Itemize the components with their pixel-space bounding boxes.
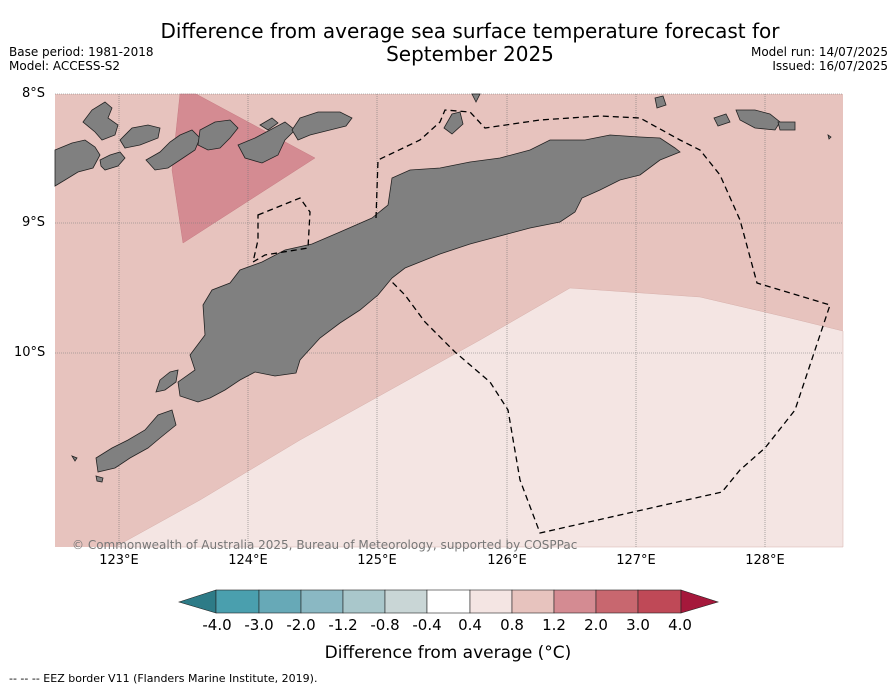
semau-island: [155, 369, 179, 393]
lon-label-123e: 123°E: [99, 553, 139, 568]
colorbar-segment-9: [553, 589, 597, 614]
land-masses: [54, 93, 832, 483]
wetar-island: [237, 121, 296, 164]
colorbar-tick: 2.0: [584, 616, 608, 634]
colorbar-segment-3: [300, 589, 344, 614]
colorbar-segment-10: [595, 589, 639, 614]
colorbar-tick: -3.0: [244, 616, 274, 634]
colorbar-tick: -2.0: [286, 616, 316, 634]
colorbar-segment-4: [342, 589, 386, 614]
colorbar-segment-11: [637, 589, 682, 614]
colorbar-tick: -0.4: [412, 616, 442, 634]
copyright-notice: © Commonwealth of Australia 2025, Bureau…: [72, 538, 578, 552]
alor-island: [197, 119, 239, 151]
kisar-island: [291, 111, 353, 141]
lon-label-125e: 125°E: [357, 553, 397, 568]
solor-island: [99, 151, 126, 171]
lon-label-126e: 126°E: [487, 553, 527, 568]
colorbar-tick: -0.8: [370, 616, 400, 634]
colorbar-tick: 3.0: [626, 616, 650, 634]
colorbar-segment-0: [177, 589, 217, 614]
rote-island: [95, 409, 177, 473]
flores-island: [54, 139, 101, 187]
base-period: Base period: 1981-2018: [9, 45, 154, 59]
colorbar-segment-12: [680, 589, 720, 614]
meta-right: Model run: 14/07/2025 Issued: 16/07/2025: [751, 45, 888, 73]
timor-island: [177, 134, 681, 403]
issued-date: Issued: 16/07/2025: [772, 59, 888, 73]
colorbar-segment-2: [258, 589, 302, 614]
model-name: Model: ACCESS-S2: [9, 59, 121, 73]
lat-label-9s: 9°S: [22, 215, 46, 230]
lembata-island: [119, 124, 161, 149]
colorbar-segment-7: [469, 589, 513, 614]
leti-island: [735, 109, 781, 131]
eez-border: [252, 109, 831, 534]
colorbar-segment-6: [426, 589, 471, 614]
colorbar-tick: -4.0: [202, 616, 232, 634]
colorbar: [177, 589, 720, 614]
lon-label-124e: 124°E: [228, 553, 268, 568]
map-title: Difference from average sea surface temp…: [160, 19, 780, 66]
colorbar-tick: 0.8: [500, 616, 524, 634]
babar-island: [654, 95, 667, 109]
meta-left: Base period: 1981-2018 Model: ACCESS-S2: [9, 45, 154, 73]
atauro-island: [259, 117, 279, 131]
colorbar-tick: 0.4: [458, 616, 482, 634]
colorbar-segment-8: [511, 589, 555, 614]
adonara-island: [82, 101, 119, 141]
eez-footer-legend: -- -- -- EEZ border V11 (Flanders Marine…: [9, 672, 318, 685]
colorbar-segment-5: [384, 589, 428, 614]
colorbar-tick: 1.2: [542, 616, 566, 634]
lon-label-127e: 127°E: [616, 553, 656, 568]
colorbar-label: Difference from average (°C): [324, 643, 572, 663]
colorbar-tick: 4.0: [668, 616, 692, 634]
lat-label-10s: 10°S: [14, 345, 46, 360]
lat-label-8s: 8°S: [22, 86, 46, 101]
colorbar-segment-1: [215, 589, 260, 614]
lon-label-128e: 128°E: [745, 553, 785, 568]
colorbar-tick: -1.2: [328, 616, 358, 634]
model-run: Model run: 14/07/2025: [750, 45, 888, 59]
